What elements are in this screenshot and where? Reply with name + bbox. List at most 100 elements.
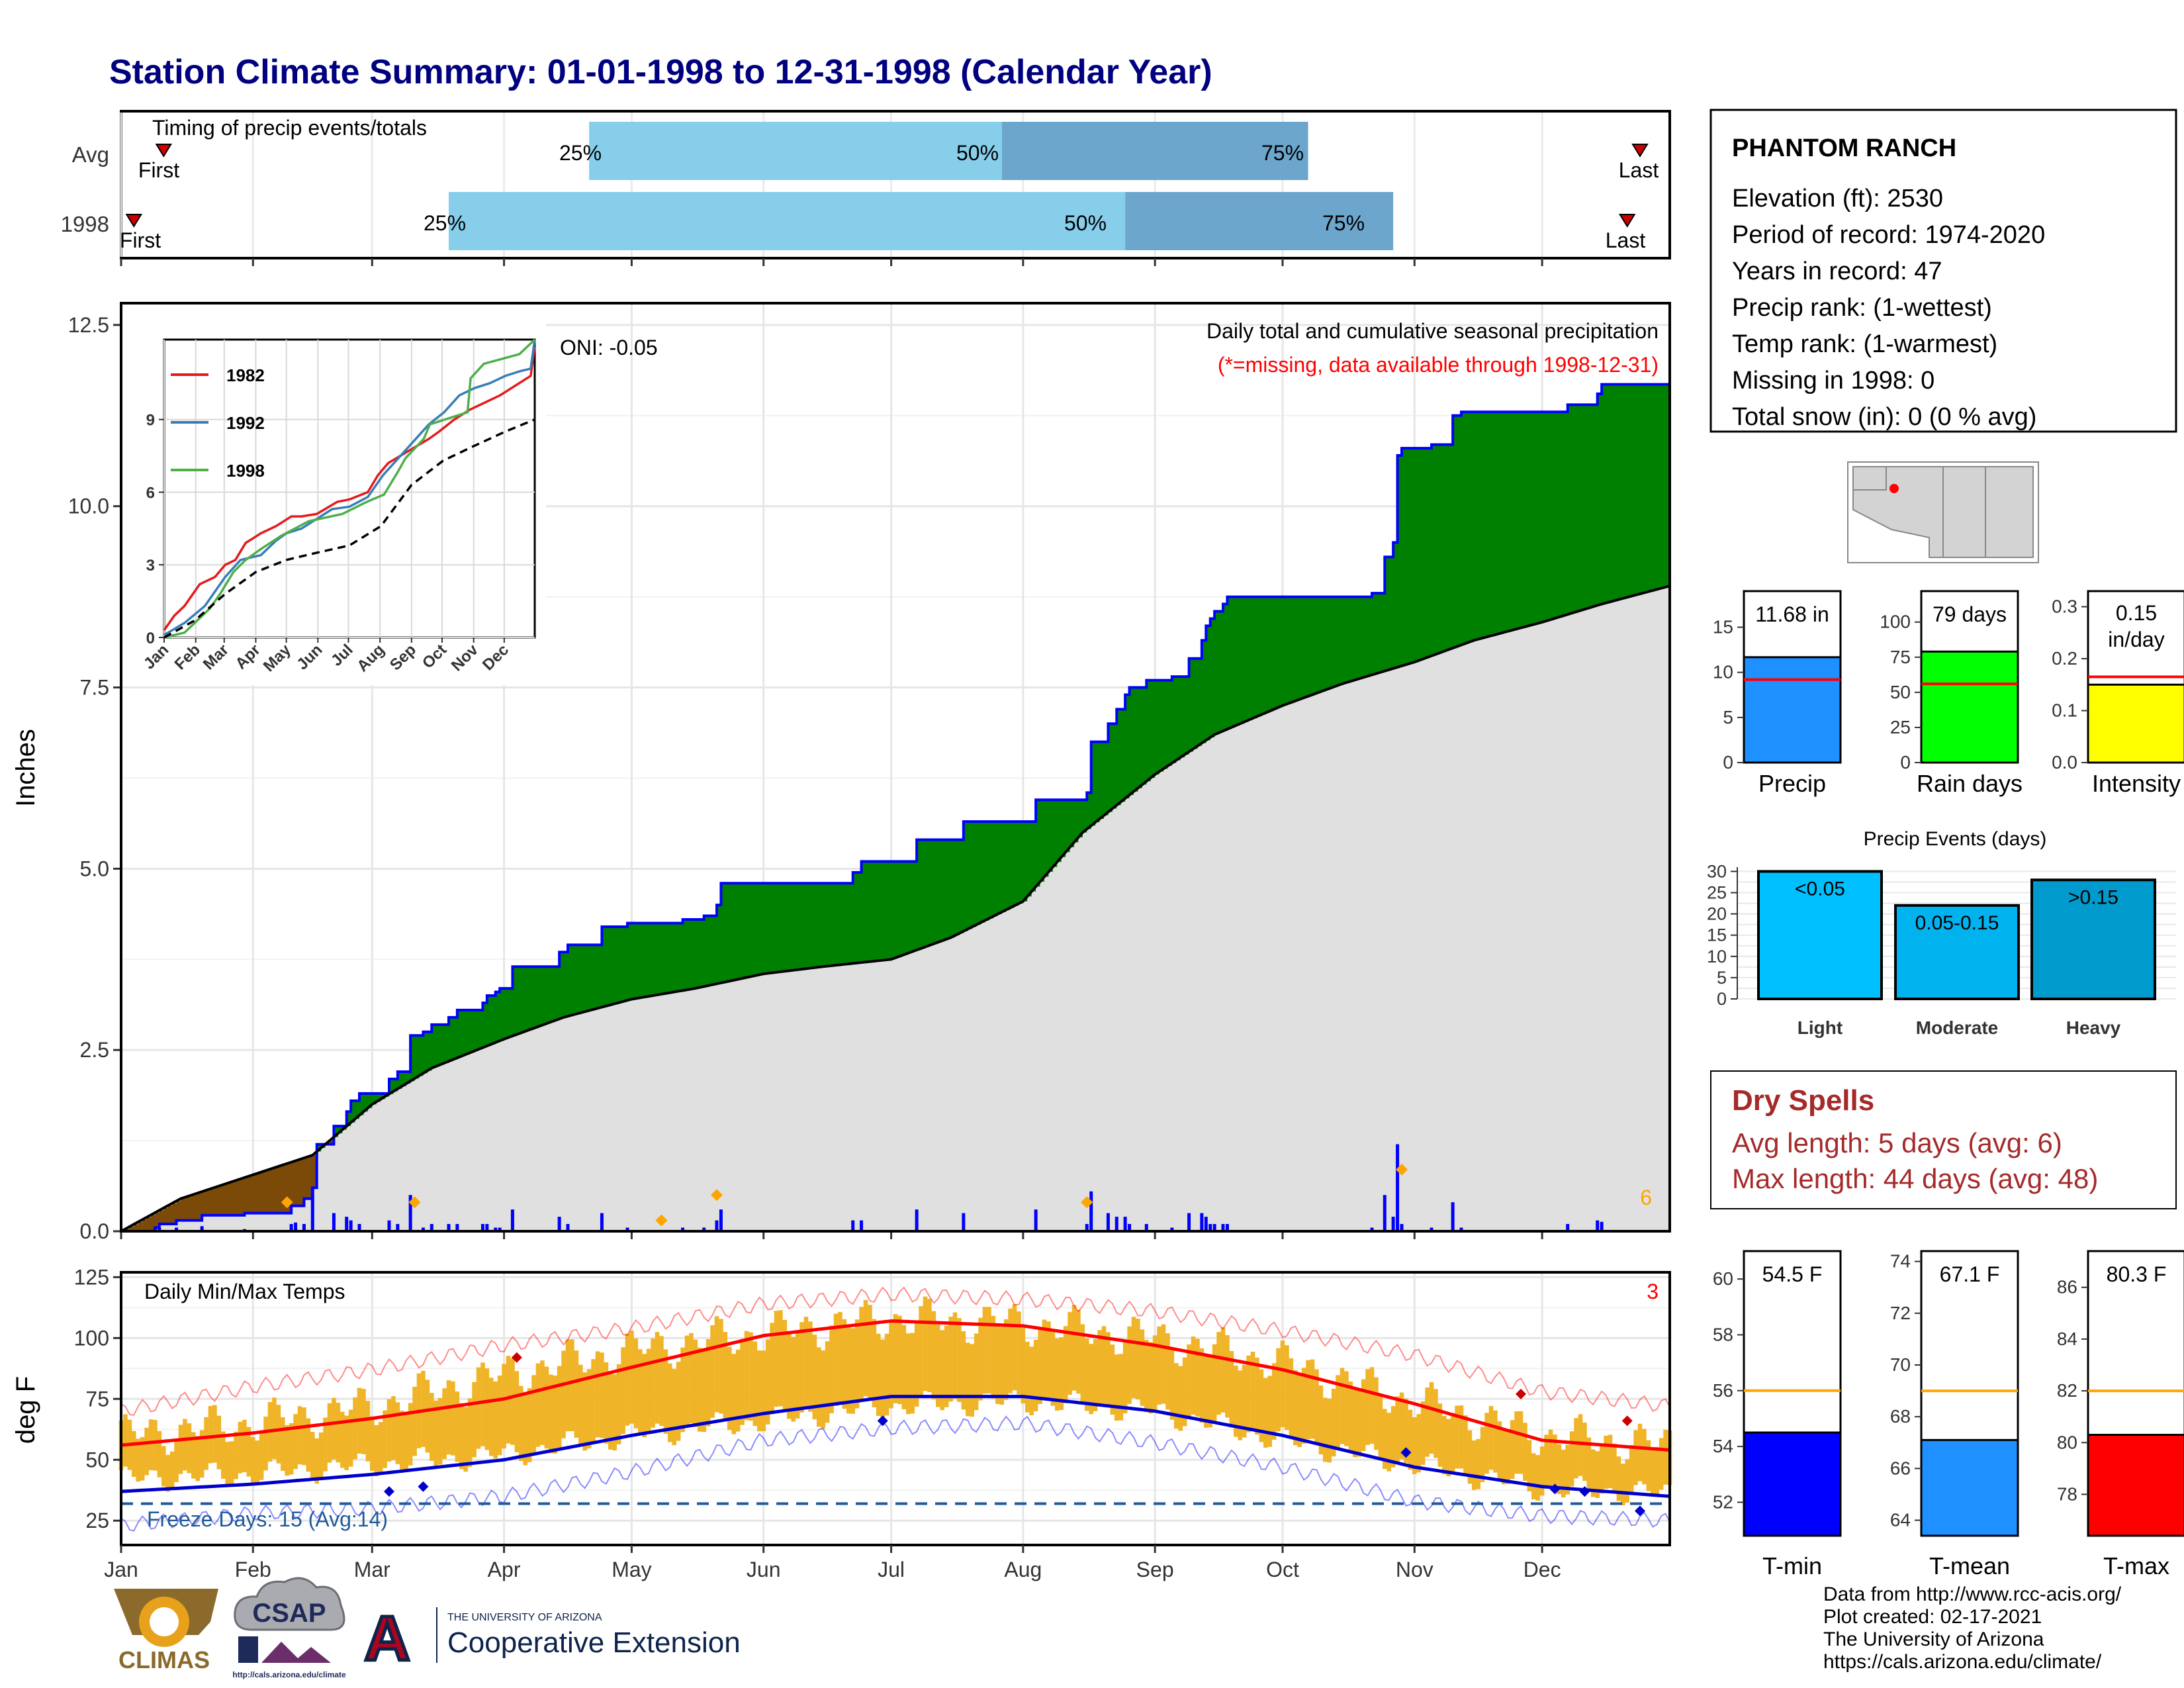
ua-block-a-icon: A bbox=[364, 1603, 410, 1674]
timing-bars bbox=[125, 122, 1649, 250]
daily-temp-bar bbox=[1510, 1420, 1515, 1479]
daily-precip-bar bbox=[153, 1227, 157, 1231]
temp-gridlines bbox=[120, 1272, 1670, 1545]
events-bars: <0.05 Light 0.05-0.15 Moderate >0.15 Heavy 05 1… bbox=[1707, 861, 2176, 1038]
temp-record-count: 3 bbox=[1647, 1280, 1659, 1303]
daily-temp-bar bbox=[1582, 1422, 1587, 1481]
mini-bar-value bbox=[2087, 683, 2184, 764]
daily-precip-bar bbox=[1600, 1221, 1604, 1231]
daily-temp-bar bbox=[429, 1393, 434, 1461]
daily-temp-bar bbox=[433, 1400, 439, 1466]
daily-temp-bar bbox=[1093, 1338, 1098, 1411]
daily-temp-bar bbox=[1301, 1368, 1306, 1444]
daily-temp-bar bbox=[493, 1381, 498, 1459]
month-tick-label: Sep bbox=[1136, 1558, 1174, 1581]
daily-temp-bar bbox=[1229, 1350, 1234, 1428]
daily-temp-bar bbox=[395, 1402, 400, 1464]
daily-temp-bar bbox=[216, 1415, 222, 1470]
mini-temp-y-tick-label: 74 bbox=[1890, 1251, 1911, 1272]
daily-temp-bar bbox=[1425, 1387, 1430, 1457]
mini-temp-y-tick-label: 82 bbox=[2057, 1380, 2077, 1401]
daily-temp-bar bbox=[1433, 1389, 1438, 1458]
daily-precip-bar bbox=[1396, 1144, 1400, 1231]
mini-temp-value-label: 67.1 F bbox=[1940, 1262, 2000, 1286]
daily-temp-bar bbox=[893, 1314, 898, 1403]
daily-temp-bar bbox=[144, 1427, 149, 1476]
daily-temp-bar bbox=[1012, 1304, 1017, 1391]
daily-temp-bar bbox=[1024, 1341, 1030, 1413]
daily-temp-bar bbox=[544, 1366, 549, 1449]
daily-temp-bar bbox=[412, 1386, 417, 1456]
events-bar-label: >0.15 bbox=[2068, 886, 2118, 908]
daily-precip-bar bbox=[1430, 1227, 1433, 1231]
daily-temp-bar bbox=[1097, 1330, 1102, 1406]
daily-precip-bar bbox=[485, 1224, 489, 1231]
daily-temp-bar bbox=[220, 1431, 226, 1479]
mini-temp-y-tick-label: 86 bbox=[2057, 1277, 2077, 1297]
daily-temp-bar bbox=[140, 1436, 145, 1481]
daily-precip-bar bbox=[600, 1213, 604, 1231]
daily-temp-bar bbox=[1480, 1427, 1485, 1482]
daily-precip-bar bbox=[1187, 1213, 1191, 1231]
daily-temp-bar bbox=[1539, 1446, 1545, 1496]
daily-temp-bar bbox=[484, 1368, 490, 1450]
daily-temp-bar bbox=[1148, 1342, 1154, 1414]
station-line: Years in record: 47 bbox=[1732, 258, 1942, 285]
daily-temp-bar bbox=[1280, 1340, 1285, 1427]
daily-precip-bar bbox=[1115, 1217, 1118, 1231]
temp-record-point bbox=[1621, 1415, 1633, 1427]
daily-temp-bar bbox=[242, 1419, 247, 1472]
daily-temp-bar bbox=[782, 1319, 788, 1412]
daily-temp-bar bbox=[131, 1430, 136, 1477]
daily-temp-bar bbox=[250, 1436, 255, 1483]
daily-temp-bar bbox=[1068, 1312, 1072, 1395]
daily-temp-bar bbox=[1220, 1327, 1226, 1413]
mini-bar-category-label: Rain days bbox=[1917, 770, 2023, 797]
events-y-tick-label: 5 bbox=[1717, 968, 1727, 988]
daily-precip-bar bbox=[915, 1209, 919, 1231]
legend-label-1992: 1992 bbox=[226, 413, 265, 433]
record-precip-point bbox=[1396, 1163, 1408, 1176]
daily-temp-bar bbox=[846, 1327, 851, 1414]
map-state-borders bbox=[1853, 467, 1986, 557]
daily-temp-bar bbox=[174, 1438, 179, 1483]
timing-panel: Timing of precip events/totals Avg 1998 … bbox=[61, 110, 1671, 266]
daily-precip-bar bbox=[357, 1224, 361, 1231]
daily-temp-bar bbox=[646, 1348, 651, 1434]
daily-temp-bar bbox=[1076, 1309, 1081, 1394]
daily-temp-bar bbox=[1518, 1411, 1524, 1474]
daily-precip-bar bbox=[294, 1222, 298, 1231]
station-line: Temp rank: (1-warmest) bbox=[1732, 330, 1997, 358]
daily-temp-bar bbox=[1161, 1324, 1166, 1404]
events-title: Precip Events (days) bbox=[1864, 828, 2047, 850]
daily-temp-bar bbox=[672, 1368, 677, 1446]
daily-precip-bars bbox=[153, 1144, 1604, 1231]
daily-temp-bar bbox=[651, 1338, 655, 1428]
record-low-line bbox=[120, 1415, 1670, 1532]
daily-temp-bar bbox=[863, 1299, 868, 1397]
mini-temp-y-tick-label: 56 bbox=[1713, 1380, 1733, 1401]
avg-first-label: First bbox=[138, 158, 179, 182]
mini-bar-value-label: 11.68 in bbox=[1755, 602, 1829, 626]
daily-temp-bar bbox=[684, 1335, 690, 1425]
daily-temp-bar bbox=[1306, 1360, 1310, 1440]
daily-precip-bar bbox=[421, 1227, 425, 1231]
daily-precip-bar bbox=[200, 1226, 204, 1231]
mini-bar-category-label: Intensity bbox=[2092, 770, 2181, 797]
daily-temp-bar bbox=[948, 1317, 953, 1402]
daily-temp-bar bbox=[838, 1311, 842, 1405]
daily-temp-bar bbox=[761, 1350, 766, 1432]
daily-precip-bar bbox=[851, 1220, 855, 1231]
daily-temp-bar bbox=[1429, 1382, 1434, 1454]
daily-temp-bar bbox=[1420, 1401, 1426, 1465]
daily-temp-bar bbox=[957, 1318, 962, 1402]
daily-temp-bar bbox=[901, 1325, 907, 1409]
mini-bar-value bbox=[1743, 656, 1842, 764]
daily-temp-bar bbox=[612, 1374, 617, 1451]
csap-url: http://cals.arizona.edu/climate bbox=[232, 1670, 346, 1679]
daily-temp-bar bbox=[437, 1397, 443, 1465]
daily-temp-bar bbox=[383, 1410, 387, 1468]
daily-temp-bar bbox=[332, 1397, 336, 1460]
daily-temp-bar bbox=[749, 1332, 753, 1421]
daily-temp-bar bbox=[399, 1411, 404, 1470]
